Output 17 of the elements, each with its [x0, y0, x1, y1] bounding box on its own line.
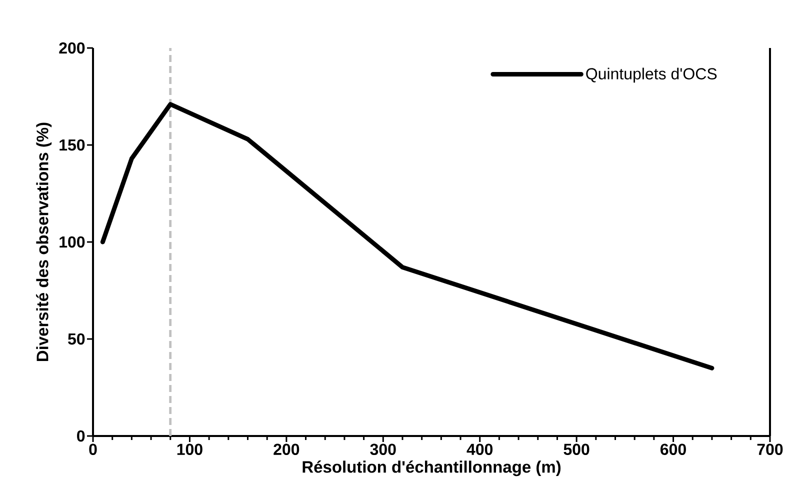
y-tick-label: 50: [68, 333, 85, 345]
x-tick-label: 200: [274, 444, 300, 456]
x-tick-label: 400: [466, 444, 493, 456]
x-tick-label: 100: [177, 444, 202, 456]
line-series: [100, 102, 714, 370]
x-tick-label: 500: [564, 444, 590, 456]
y-tick-label: 150: [60, 139, 85, 151]
x-tick-label: 700: [757, 444, 783, 456]
x-tick-label: 300: [370, 444, 396, 456]
x-axis-title: Résolution d'échantillonnage (m): [302, 460, 561, 476]
y-axis-title: Diversité des observations (%): [36, 122, 52, 362]
x-tick-label: 0: [89, 444, 97, 456]
y-tick-label: 200: [59, 42, 85, 54]
x-tick-label: 600: [660, 444, 686, 456]
y-tick-label: 0: [77, 430, 85, 442]
text: Quintuplets d'OCS: [586, 68, 717, 83]
y-tick-label: 100: [60, 236, 85, 248]
